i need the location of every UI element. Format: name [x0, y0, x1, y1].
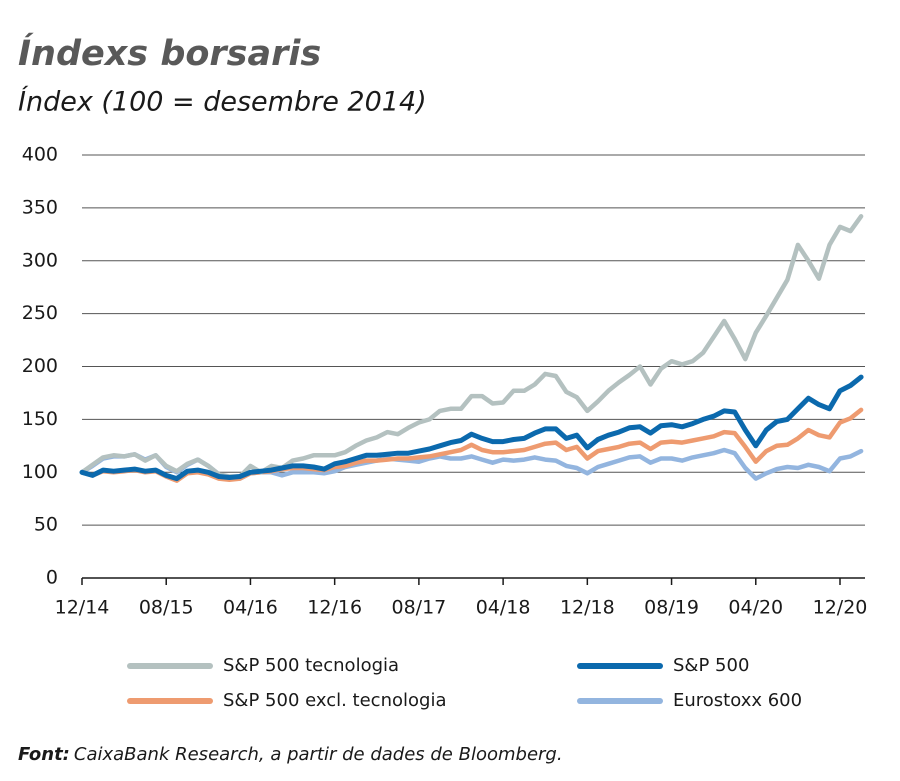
legend-label: Eurostoxx 600	[673, 690, 802, 711]
y-tick-label: 300	[22, 249, 58, 271]
y-tick-label: 400	[22, 144, 58, 166]
legend-label: S&P 500	[673, 655, 749, 676]
source-label: Font:	[18, 744, 70, 765]
x-tick-label: 12/16	[307, 597, 362, 619]
chart-subtitle: Índex (100 = desembre 2014)	[18, 86, 427, 118]
x-tick-label: 12/14	[55, 597, 110, 619]
source: Font: CaixaBank Research, a partir de dad…	[18, 744, 563, 765]
y-tick-label: 0	[46, 567, 58, 589]
x-tick-label: 08/17	[392, 597, 447, 619]
y-tick-label: 350	[22, 196, 58, 218]
x-tick-label: 04/16	[223, 597, 278, 619]
y-tick-label: 200	[22, 355, 58, 377]
x-tick-label: 04/18	[476, 597, 531, 619]
x-tick-label: 08/19	[644, 597, 699, 619]
x-tick-label: 12/20	[813, 597, 868, 619]
x-tick-label: 12/18	[560, 597, 615, 619]
source-text: CaixaBank Research, a partir de dades de…	[74, 744, 563, 765]
y-tick-label: 100	[22, 461, 58, 483]
y-tick-label: 250	[22, 302, 58, 324]
series-line	[79, 214, 864, 479]
series-line	[79, 374, 864, 482]
legend-label: S&P 500 tecnologia	[223, 655, 399, 676]
y-tick-label: 50	[34, 514, 58, 536]
legend-label: S&P 500 excl. tecnologia	[223, 690, 446, 711]
x-tick-label: 04/20	[728, 597, 783, 619]
x-tick-label: 08/15	[139, 597, 194, 619]
chart-title: Índexs borsaris	[18, 32, 321, 74]
y-tick-label: 150	[22, 408, 58, 430]
